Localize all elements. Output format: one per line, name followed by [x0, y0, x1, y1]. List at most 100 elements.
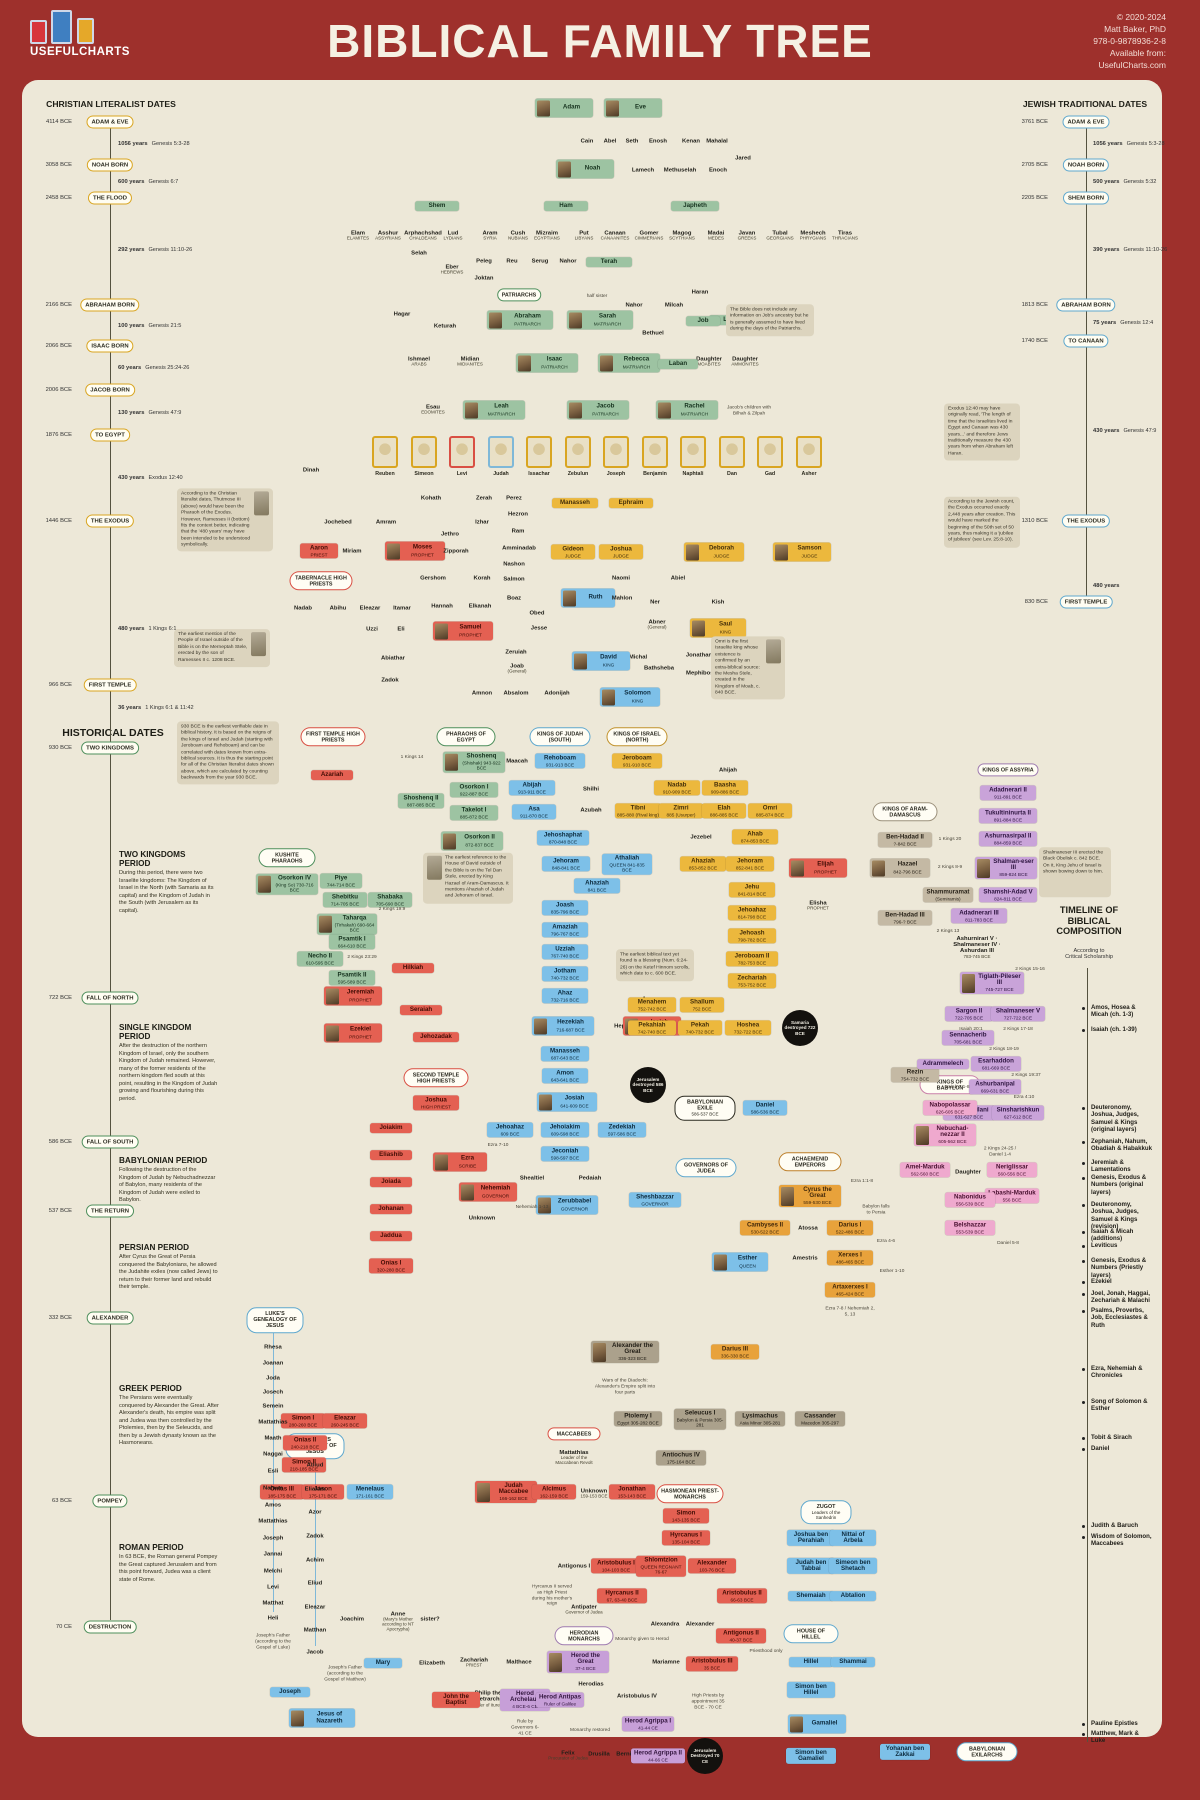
person-node-nahor: Nahor [557, 256, 578, 265]
person-node-jeconiah: Jeconiah 598-597 BCE [541, 1146, 589, 1162]
portrait-nebuchad-nezzar-ii-icon [916, 1125, 929, 1145]
person-node-hazael: Hazael 842-796 BCE [870, 858, 930, 878]
portrait-abraham-icon [489, 312, 502, 328]
person-node-eli: Eli [395, 624, 406, 633]
person-name: Eliud [307, 1579, 323, 1586]
person-node-joseph: Joseph [261, 1533, 286, 1542]
person-subtitle: ELAMITES [346, 235, 370, 241]
person-name: Ptolemy I [624, 1411, 652, 1419]
person-name: Zimri [673, 803, 689, 811]
person-node-nashon: Nashon [501, 559, 527, 568]
person-node-mephibosheth: Mephibosheth [684, 668, 728, 677]
person-node-mattathias: Mattathias [256, 1417, 289, 1426]
person-subtitle: PROPHET [411, 552, 434, 557]
person-name: Zadok [381, 676, 399, 683]
person-name: Japheth [683, 201, 707, 209]
period-single-kingdom-period: SINGLE KINGDOM PERIOD After the destructi… [119, 1023, 219, 1103]
person-node-ashurnirari-v-shalmaneser-iv-ashurdan-iii: Ashurnirari V · Shalmaneser IV · Ashurda… [949, 934, 1005, 962]
person-name: Nittai of Arbela [841, 1530, 865, 1544]
person-node-josiah: Josiah 641-609 BCE [537, 1092, 597, 1112]
person-node-mizraim: Mizraim EGYPTIANS [532, 229, 562, 244]
period-text: Following the destruction of the Kingdom… [119, 1167, 216, 1204]
person-node-drusilla: Drusilla [586, 1749, 612, 1758]
person-subtitle: MATRIARCH [593, 321, 622, 326]
person-name: Malthace [506, 1658, 532, 1665]
person-node-eliakim: Eliakim [303, 1484, 328, 1493]
person-node-abiel: Abiel [669, 573, 687, 582]
person-subtitle: 40-37 BCE [729, 1637, 753, 1643]
person-subtitle: (General) [507, 668, 527, 674]
person-subtitle: 714-705 BCE [330, 901, 360, 907]
person-node-zipporah: Zipporah [441, 546, 470, 555]
person-name: Esarhaddon [978, 1056, 1014, 1064]
person-subtitle: KING [631, 698, 644, 703]
person-node-nittai-of-arbela: Nittai of Arbela [830, 1529, 876, 1547]
period-title: GREEK PERIOD [119, 1384, 182, 1393]
person-subtitle: EDOMITES [421, 409, 445, 415]
person-name: Ruth [588, 593, 603, 601]
person-name: Mariamne [652, 1658, 680, 1665]
person-subtitle: 486-465 BCE [835, 1259, 865, 1265]
person-node-dinah: Dinah [301, 465, 321, 474]
person-name: Amos [264, 1501, 282, 1508]
timeline-event-fall-of-south: FALL OF SOUTH [81, 1135, 139, 1149]
tribe-emblem-benjamin-icon [642, 436, 668, 468]
annotation-ezra-7-8-nehemiah-2-5-13: Ezra 7-8 / Nehemiah 2, 5, 13 [825, 1306, 875, 1317]
composition-entry: Judith & Baruch [1091, 1522, 1139, 1529]
person-node-jesus-of-nazareth: Jesus of Nazareth [289, 1708, 355, 1728]
person-name: Itamar [393, 604, 411, 611]
person-name: Adadnerari II [989, 785, 1027, 793]
person-name: Antiochus IV [662, 1450, 700, 1458]
person-subtitle: Procurator of Judea [548, 1755, 588, 1761]
timeline-line [1087, 968, 1088, 1742]
timeline-date: 1740 BCE [1021, 338, 1048, 344]
portrait-jeremiah-icon [326, 988, 339, 1004]
person-node-jehozadak: Jehozadak [413, 1032, 459, 1042]
person-node-methuselah: Methuselah [662, 165, 698, 174]
timeline-event-alexander: ALEXANDER [86, 1311, 134, 1325]
person-node-baasha: Baasha 909-886 BCE [702, 780, 748, 796]
note-box: Shalmaneser III erected the Black Obelis… [1039, 847, 1111, 897]
person-subtitle: 153-143 BCE [617, 1493, 647, 1499]
person-node-eve: Eve [604, 98, 662, 118]
portrait-ruth-icon [563, 590, 576, 606]
person-name: Ram [511, 527, 525, 534]
composition-entry: Psalms, Proverbs, Job, Ecclesiastes & Ru… [1091, 1307, 1148, 1329]
person-subtitle: 631-627 BCE [954, 1114, 984, 1120]
annotation-2-kings-13: 2 Kings 13 [936, 929, 960, 935]
person-node-adrammelech: Adrammelech [917, 1059, 969, 1069]
tribe-emblem-asher-icon [796, 436, 822, 468]
person-name: Selah [411, 249, 427, 256]
person-name: Alcimus [541, 1484, 567, 1492]
person-subtitle: NUBIANS [507, 235, 529, 241]
portrait-samson-icon [775, 544, 788, 560]
tribe-label-benjamin: Benjamin [643, 471, 667, 477]
person-name: Nebuchad-nezzar II [936, 1124, 969, 1139]
tribe-label-gad: Gad [764, 471, 776, 477]
person-name: Cambyses II [746, 1220, 784, 1228]
person-node-eleazar: Eleazar 260-245 BCE [323, 1413, 367, 1429]
person-node-cain: Cain [579, 136, 596, 145]
person-name: Azubah [580, 806, 602, 813]
person-node-pedaiah: Pedaiah [577, 1173, 604, 1182]
person-subtitle: 260-245 BCE [330, 1422, 360, 1428]
copyright-line: UsefulCharts.com [1098, 59, 1166, 70]
tribe-emblem-zebulun-icon [565, 436, 591, 468]
person-subtitle: 722-705 BCE [954, 1015, 984, 1021]
person-name: Hagar [393, 310, 411, 317]
portrait-josiah-icon [539, 1094, 552, 1110]
person-node-elam: Elam ELAMITES [345, 229, 371, 244]
portrait-isaac-icon [518, 355, 531, 371]
person-node-matthan: Matthan [302, 1625, 329, 1634]
person-subtitle: HIGH PRIEST [421, 1104, 451, 1110]
timeline-event-first-temple: FIRST TEMPLE [83, 678, 137, 692]
person-subtitle: 796-? BCE [893, 919, 917, 925]
person-subtitle: Egypt 305-282 BCE [617, 1420, 659, 1426]
composition-entry: Isaiah (ch. 1-39) [1091, 1026, 1137, 1033]
person-subtitle: 320-280 BCE [376, 1267, 406, 1273]
pill-subtitle: 586-537 BCE [691, 1111, 719, 1117]
timeline-gap: 75 years Genesis 12:4 [1093, 320, 1154, 326]
person-name: Simon II [291, 1457, 317, 1465]
annotation-isaiah-20-1: Isaiah 20:1 [959, 1027, 983, 1033]
person-node-aram: Aram SYRIA [480, 229, 499, 244]
